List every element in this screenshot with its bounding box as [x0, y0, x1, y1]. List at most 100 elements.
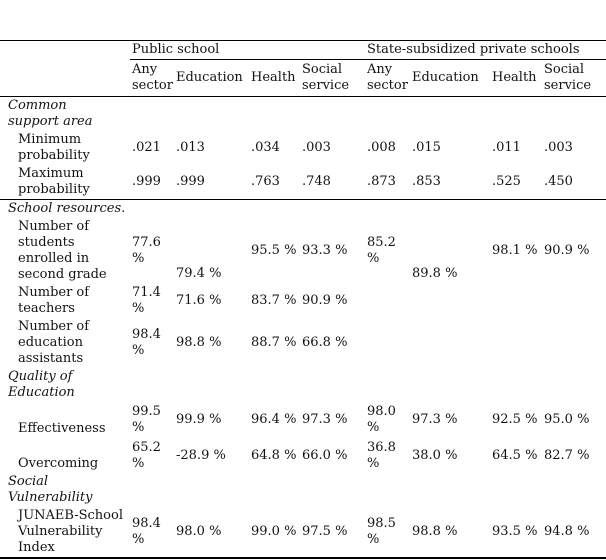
table-row-number-of-teachers: Number of teachers 71.4 % 71.6 % 83.7 % …: [0, 284, 606, 318]
results-table: Public school State-subsidized private s…: [0, 40, 606, 559]
col-header-education-private: Education: [410, 59, 490, 97]
col-header-health-private: Health: [490, 59, 542, 97]
table-cell: 99.0 %: [249, 507, 300, 559]
table-cell: 92.5 %: [492, 412, 538, 427]
table-cell: 99.9 %: [176, 412, 222, 427]
table-cell: 89.8 %: [412, 266, 458, 281]
table-cell: 93.5 %: [490, 507, 542, 559]
table-cell: .450: [542, 165, 606, 200]
table-row-junaeb-vulnerability-index: JUNAEB-School Vulnerability Index 98.4 %…: [0, 507, 606, 559]
table-cell: 88.7 %: [251, 335, 297, 350]
table-cell: 90.9 %: [302, 293, 348, 308]
table-cell: 98.4 %: [130, 507, 174, 559]
section-row-quality-of-education: Quality of Education: [0, 368, 606, 402]
table-cell: .003: [544, 140, 573, 155]
table-cell: .021: [132, 140, 161, 155]
table-cell: .748: [300, 165, 365, 200]
table-cell: 97.3 %: [302, 412, 348, 427]
table-cell: .873: [365, 165, 410, 200]
table-cell: .034: [251, 140, 280, 155]
row-label: Number of education assistants: [18, 319, 90, 366]
table-cell: 83.7 %: [251, 293, 297, 308]
table-cell: .003: [302, 140, 331, 155]
table-row-minimum-probability: Minimum probability .021 .013 .034 .003 …: [0, 131, 606, 165]
table-cell: [490, 318, 542, 368]
table-cell: .011: [492, 140, 521, 155]
table-cell: 36.8 %: [367, 439, 396, 471]
section-row-school-resources: School resources.: [0, 200, 606, 219]
group-header-private-schools: State-subsidized private schools: [365, 40, 606, 60]
table-row-maximum-probability: Maximum probability .999 .999 .763 .748 …: [0, 165, 606, 200]
label-column-header: [0, 40, 130, 60]
table-cell: 95.0 %: [544, 412, 590, 427]
table-cell: 95.5 %: [251, 243, 297, 258]
col-header-any-sector-private: Any sector: [365, 59, 410, 97]
table-cell: 99.5 %: [132, 404, 161, 435]
table-cell: .853: [410, 165, 490, 200]
table-cell: 98.8 %: [410, 507, 490, 559]
table-cell: 82.7 %: [544, 447, 590, 463]
col-header-health-public: Health: [249, 59, 300, 97]
table-cell: [542, 284, 606, 318]
table-cell: 96.4 %: [251, 412, 297, 427]
table-cell: 98.1 %: [492, 243, 538, 258]
table-cell: [542, 318, 606, 368]
section-label: Common support area: [8, 98, 93, 129]
table-cell: 94.8 %: [542, 507, 606, 559]
section-label: Social Vulnerability: [8, 474, 93, 505]
col-header-social-service-public: Social service: [300, 59, 365, 97]
table-cell: [365, 284, 410, 318]
table-cell: 98.8 %: [176, 335, 222, 350]
row-label: Overcoming: [18, 456, 99, 471]
table-cell: 71.4 %: [132, 285, 161, 316]
group-header-row: Public school State-subsidized private s…: [0, 40, 606, 60]
row-label: Minimum probability: [18, 132, 90, 163]
table-row-number-of-education-assistants: Number of education assistants 98.4 % 98…: [0, 318, 606, 368]
group-header-public-school: Public school: [130, 40, 365, 60]
table-cell: 64.5 %: [492, 447, 538, 463]
table-row-overcoming: Overcoming 65.2 % -28.9 % 64.8 % 66.0 % …: [0, 438, 606, 473]
table-cell: 65.2 %: [132, 439, 161, 471]
row-label: Number of teachers: [18, 285, 90, 316]
table-cell: .763: [249, 165, 300, 200]
col-header-any-sector-public: Any sector: [130, 59, 174, 97]
table-cell: [410, 318, 490, 368]
col-header-social-service-private: Social service: [542, 59, 606, 97]
col-header-education-public: Education: [174, 59, 249, 97]
table-row-effectiveness: Effectiveness 99.5 % 99.9 % 96.4 % 97.3 …: [0, 402, 606, 438]
table-cell: 79.4 %: [176, 266, 222, 281]
table-cell: .015: [412, 140, 441, 155]
row-label: JUNAEB-School Vulnerability Index: [0, 507, 130, 559]
table-cell: 97.3 %: [412, 412, 458, 427]
table-cell: .013: [176, 140, 205, 155]
table-cell: .008: [367, 140, 396, 155]
section-row-common-support-area: Common support area: [0, 97, 606, 132]
table-cell: 64.8 %: [251, 447, 297, 463]
table-cell: [410, 284, 490, 318]
table-cell: .525: [490, 165, 542, 200]
row-label: Effectiveness: [18, 421, 106, 436]
table-cell: 71.6 %: [176, 293, 222, 308]
table-cell: [490, 284, 542, 318]
section-label: Quality of Education: [8, 369, 75, 400]
table-cell: 66.8 %: [302, 335, 348, 350]
table-cell: .999: [174, 165, 249, 200]
table-cell: .999: [130, 165, 174, 200]
table-cell: 90.9 %: [544, 243, 590, 258]
table-cell: -28.9 %: [176, 447, 226, 463]
table-cell: 98.0 %: [174, 507, 249, 559]
table-cell: 98.0 %: [367, 404, 396, 435]
table-cell: 93.3 %: [302, 243, 348, 258]
section-row-social-vulnerability: Social Vulnerability: [0, 473, 606, 507]
column-header-row: Any sector Education Health Social servi…: [0, 59, 606, 97]
table-row-number-of-students: Number of students enrolled in second gr…: [0, 218, 606, 284]
table-cell: 98.5 %: [365, 507, 410, 559]
label-column-header: [0, 59, 130, 97]
table-cell: [365, 318, 410, 368]
table-cell: 85.2 %: [367, 235, 396, 266]
table-cell: 98.4 %: [132, 327, 161, 358]
table-cell: 38.0 %: [412, 447, 458, 463]
row-label: Maximum probability: [0, 165, 130, 200]
table-cell: 66.0 %: [302, 447, 348, 463]
